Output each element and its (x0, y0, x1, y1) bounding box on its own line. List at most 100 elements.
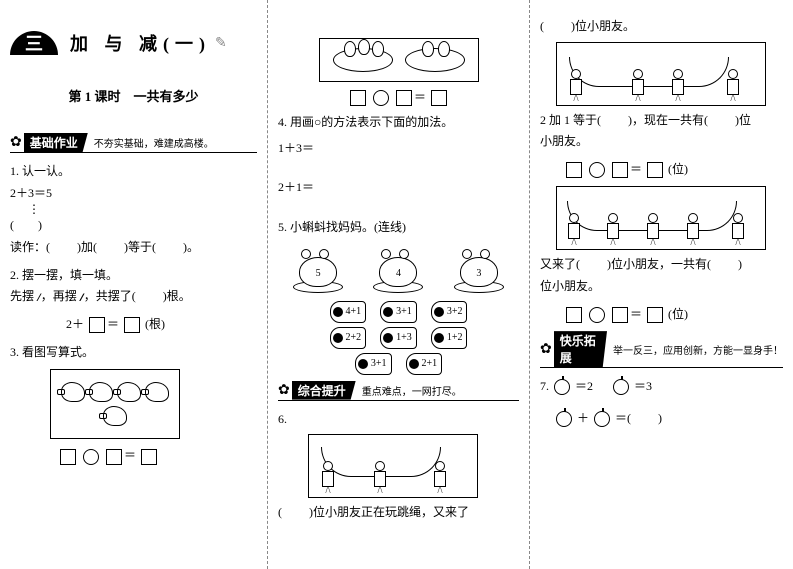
q4-a: 1＋3＝ (278, 138, 519, 160)
q4-title: 4. 用画○的方法表示下面的加法。 (278, 112, 519, 134)
flower-icon: ✿ (540, 341, 552, 358)
banner-comp-sub: 重点难点，一网打尽。 (362, 383, 462, 398)
q6-line1: ( )位小朋友正在玩跳绳，又来了 (278, 502, 519, 524)
tadpole-icon: 4+1 (330, 301, 367, 323)
tadpole-icon: 1+2 (431, 327, 468, 349)
q6-scene-1: /\ /\ /\ (308, 434, 478, 498)
frog-icon: 4 (369, 245, 427, 293)
q6-part2: ( )位小朋友。 /\ /\ /\ /\ 2 加 1 等于( )，现在一共有( … (540, 16, 783, 325)
tadpole-icon: 3+1 (355, 353, 392, 375)
q2: 2. 摆一摆，填一填。 先摆 // ，再摆 /// ，共摆了( )根。 2＋ ＝… (10, 265, 257, 336)
column-3: ( )位小朋友。 /\ /\ /\ /\ 2 加 1 等于( )，现在一共有( … (530, 0, 793, 569)
q4: 4. 用画○的方法表示下面的加法。 1＋3＝ 2＋1＝ (278, 112, 519, 199)
q5-tads-1: 4+1 3+1 3+2 (278, 301, 519, 323)
duck-icon (61, 382, 85, 402)
pear-icon (422, 41, 434, 57)
banner-basic-label: 基础作业 (24, 133, 88, 152)
plate-icon (405, 48, 465, 72)
banner-ext-sub: 举一反三，应用创新，方能一显身手！ (613, 342, 783, 357)
fill-box[interactable] (350, 90, 366, 106)
fill-circle[interactable] (83, 449, 99, 465)
q6-num: 6. (278, 409, 519, 431)
fill-circle[interactable] (373, 90, 389, 106)
frog-icon: 5 (289, 245, 347, 293)
kid-icon: /\ (722, 69, 744, 101)
q3-title: 3. 看图写算式。 (10, 342, 257, 364)
fill-box[interactable] (431, 90, 447, 106)
q5-title: 5. 小蝌蚪找妈妈。(连线) (278, 217, 519, 239)
tadpole-icon: 2+1 (406, 353, 443, 375)
fill-box[interactable] (141, 449, 157, 465)
fill-box[interactable] (124, 317, 140, 333)
q4-b: 2＋1＝ (278, 177, 519, 199)
q7-num: 7. (540, 379, 549, 393)
q7: 7. ＝2 ＝3 ＋ ＝( ) (540, 376, 783, 429)
fill-box[interactable] (396, 90, 412, 106)
duck-icon (89, 382, 113, 402)
q1-eq: 2＋3＝5 (10, 183, 257, 205)
q6-part1: 6. /\ /\ /\ ( )位小朋友正在玩跳绳，又来了 (278, 409, 519, 524)
q6-scene-2: /\ /\ /\ /\ (556, 42, 766, 106)
peach-icon (613, 379, 629, 395)
q3: 3. 看图写算式。 ＝ (10, 342, 257, 467)
kid-icon: /\ (369, 461, 391, 493)
fill-box[interactable] (566, 162, 582, 178)
fill-circle[interactable] (589, 307, 605, 323)
tadpole-icon: 2+2 (330, 327, 367, 349)
q6-line4d: 位小朋友。 (540, 276, 783, 298)
fill-box[interactable] (106, 449, 122, 465)
kid-icon: /\ (317, 461, 339, 493)
tally-2-icon: // (37, 287, 38, 309)
tadpole-icon: 1+3 (380, 327, 417, 349)
banner-comp: ✿ 综合提升 重点难点，一网打尽。 (278, 381, 519, 401)
pear-icon (358, 39, 370, 55)
banner-basic: ✿ 基础作业 不夯实基础，难建成高楼。 (10, 133, 257, 153)
peach-icon (594, 411, 610, 427)
q3-ducks-image (50, 369, 180, 439)
kid-icon: /\ (563, 213, 585, 245)
q1-paren-row: () (10, 215, 257, 237)
fill-box[interactable] (60, 449, 76, 465)
q5-tads-3: 3+1 2+1 (278, 353, 519, 375)
q6-scene-3: /\ /\ /\ /\ /\ (556, 186, 766, 250)
q1-read: 读作：( )加( )等于( )。 (10, 237, 257, 259)
kid-icon: /\ (602, 213, 624, 245)
fill-box[interactable] (612, 307, 628, 323)
flower-icon: ✿ (278, 382, 290, 399)
chapter-header: 三 加 与 减(一) ✎ (10, 30, 257, 56)
duck-icon (103, 406, 127, 426)
chapter-title: 加 与 减(一) (70, 30, 211, 56)
pears-image (319, 38, 479, 82)
fill-box[interactable] (89, 317, 105, 333)
q1: 1. 认一认。 2＋3＝5 ⋮ () 读作：( )加( )等于( )。 (10, 161, 257, 259)
q2-formula: 2＋ ＝ (根) (66, 314, 257, 336)
kid-icon: /\ (642, 213, 664, 245)
q6-line4: 又来了( )位小朋友，一共有( ) (540, 254, 783, 276)
flower-icon: ✿ (10, 134, 22, 151)
fill-box[interactable] (647, 162, 663, 178)
q6-line3: 2 加 1 等于( )，现在一共有( )位 (540, 110, 783, 132)
q6-formula-1: ＝ (位) (564, 159, 783, 181)
kid-icon: /\ (667, 69, 689, 101)
pencil-icon: ✎ (215, 35, 227, 52)
q2-text: 先摆 // ，再摆 /// ，共摆了( )根。 (10, 286, 257, 308)
q5-frogs: 5 4 3 (278, 245, 519, 293)
plate-icon (333, 48, 393, 72)
kid-icon: /\ (429, 461, 451, 493)
q3-formula: ＝ (58, 445, 257, 467)
tadpole-icon: 3+1 (380, 301, 417, 323)
fill-circle[interactable] (589, 162, 605, 178)
banner-basic-sub: 不夯实基础，难建成高楼。 (94, 135, 214, 150)
tadpole-icon: 3+2 (431, 301, 468, 323)
pear-icon (372, 41, 384, 57)
q6-formula-2: ＝ (位) (564, 304, 783, 326)
apple-icon (554, 379, 570, 395)
duck-icon (145, 382, 169, 402)
tally-3-icon: /// (80, 287, 81, 309)
kid-icon: /\ (627, 69, 649, 101)
fill-box[interactable] (566, 307, 582, 323)
fill-box[interactable] (647, 307, 663, 323)
banner-ext-label: 快乐拓展 (554, 331, 607, 367)
duck-icon (117, 382, 141, 402)
fill-box[interactable] (612, 162, 628, 178)
